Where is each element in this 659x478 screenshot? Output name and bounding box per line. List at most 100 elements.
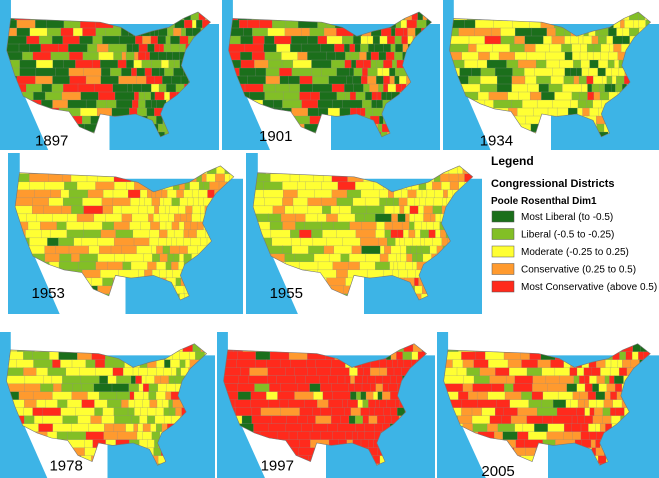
district bbox=[176, 189, 185, 199]
district bbox=[267, 367, 286, 377]
district bbox=[359, 51, 368, 61]
district bbox=[260, 407, 282, 416]
district bbox=[235, 407, 253, 418]
map-year: 1955 bbox=[270, 285, 303, 302]
district bbox=[426, 189, 436, 199]
canada bbox=[10, 332, 215, 356]
district bbox=[298, 261, 319, 271]
district bbox=[393, 367, 402, 377]
district bbox=[127, 407, 136, 417]
district bbox=[389, 67, 396, 78]
district bbox=[543, 35, 553, 46]
district bbox=[272, 205, 286, 216]
district bbox=[360, 75, 369, 85]
district bbox=[149, 399, 158, 408]
district bbox=[377, 67, 383, 77]
district bbox=[270, 415, 288, 425]
legend-title: Legend bbox=[491, 154, 534, 168]
district bbox=[521, 359, 539, 369]
district bbox=[382, 383, 390, 393]
legend-label: Most Conservative (above 0.5) bbox=[521, 282, 657, 293]
district bbox=[172, 51, 181, 61]
district bbox=[132, 229, 151, 240]
district bbox=[159, 67, 166, 78]
district bbox=[320, 197, 338, 208]
district bbox=[353, 383, 363, 393]
map-panel: 1955 bbox=[246, 153, 482, 314]
district bbox=[179, 293, 186, 300]
district bbox=[336, 91, 347, 101]
district bbox=[379, 253, 389, 263]
district bbox=[551, 35, 566, 45]
district bbox=[179, 35, 189, 46]
district bbox=[336, 269, 349, 279]
district bbox=[147, 407, 157, 417]
district bbox=[117, 431, 138, 440]
district bbox=[403, 229, 410, 239]
district bbox=[589, 375, 598, 385]
district bbox=[531, 391, 544, 401]
district bbox=[102, 407, 115, 417]
district bbox=[113, 237, 135, 247]
district bbox=[312, 423, 329, 433]
legend-swatch bbox=[491, 245, 515, 258]
district bbox=[52, 383, 63, 393]
map-panel: 1897 bbox=[0, 0, 220, 150]
district bbox=[34, 189, 52, 199]
district bbox=[426, 221, 435, 231]
legend-heading: Congressional Districts bbox=[491, 178, 614, 190]
map-year: 1901 bbox=[259, 128, 292, 145]
district bbox=[121, 245, 138, 256]
district bbox=[425, 197, 435, 208]
district bbox=[71, 205, 85, 215]
district bbox=[198, 197, 205, 207]
district bbox=[360, 43, 369, 53]
canada bbox=[227, 332, 435, 356]
legend-label: Most Liberal (to -0.5) bbox=[521, 212, 613, 223]
district bbox=[376, 99, 384, 109]
district bbox=[132, 43, 140, 54]
district bbox=[106, 99, 117, 109]
district bbox=[327, 423, 338, 433]
us-outline bbox=[223, 343, 427, 466]
district bbox=[373, 463, 383, 466]
district bbox=[173, 27, 183, 37]
legend-swatch bbox=[491, 280, 515, 293]
legend-label: Conservative (0.25 to 0.5) bbox=[521, 265, 636, 276]
district bbox=[94, 359, 106, 369]
district bbox=[604, 375, 611, 385]
district bbox=[386, 399, 397, 409]
district bbox=[468, 35, 486, 45]
map-year: 1978 bbox=[49, 458, 82, 475]
district bbox=[328, 75, 348, 85]
district bbox=[32, 197, 50, 207]
district bbox=[297, 181, 307, 191]
district bbox=[473, 375, 491, 385]
district bbox=[602, 407, 611, 417]
district bbox=[36, 399, 46, 408]
district bbox=[191, 19, 197, 29]
district bbox=[23, 367, 38, 377]
map-panel: 1997 bbox=[217, 332, 435, 478]
legend-swatch bbox=[491, 263, 515, 275]
district bbox=[198, 181, 205, 191]
district bbox=[36, 367, 49, 377]
district bbox=[18, 391, 34, 400]
district bbox=[411, 351, 419, 361]
district bbox=[113, 407, 129, 417]
district bbox=[317, 261, 334, 271]
district bbox=[379, 367, 388, 376]
districts bbox=[6, 12, 211, 137]
district bbox=[364, 431, 376, 440]
district bbox=[63, 59, 77, 70]
map-panel: 1953 bbox=[8, 153, 243, 314]
district bbox=[114, 91, 135, 101]
district bbox=[80, 91, 100, 101]
legend-label: Liberal (-0.5 to -0.25) bbox=[521, 230, 614, 241]
map-panel: 2005 bbox=[437, 332, 659, 478]
map-panel: 1934 bbox=[443, 0, 659, 150]
district bbox=[366, 375, 377, 385]
district bbox=[376, 59, 385, 70]
district bbox=[150, 35, 159, 45]
district bbox=[299, 75, 314, 85]
